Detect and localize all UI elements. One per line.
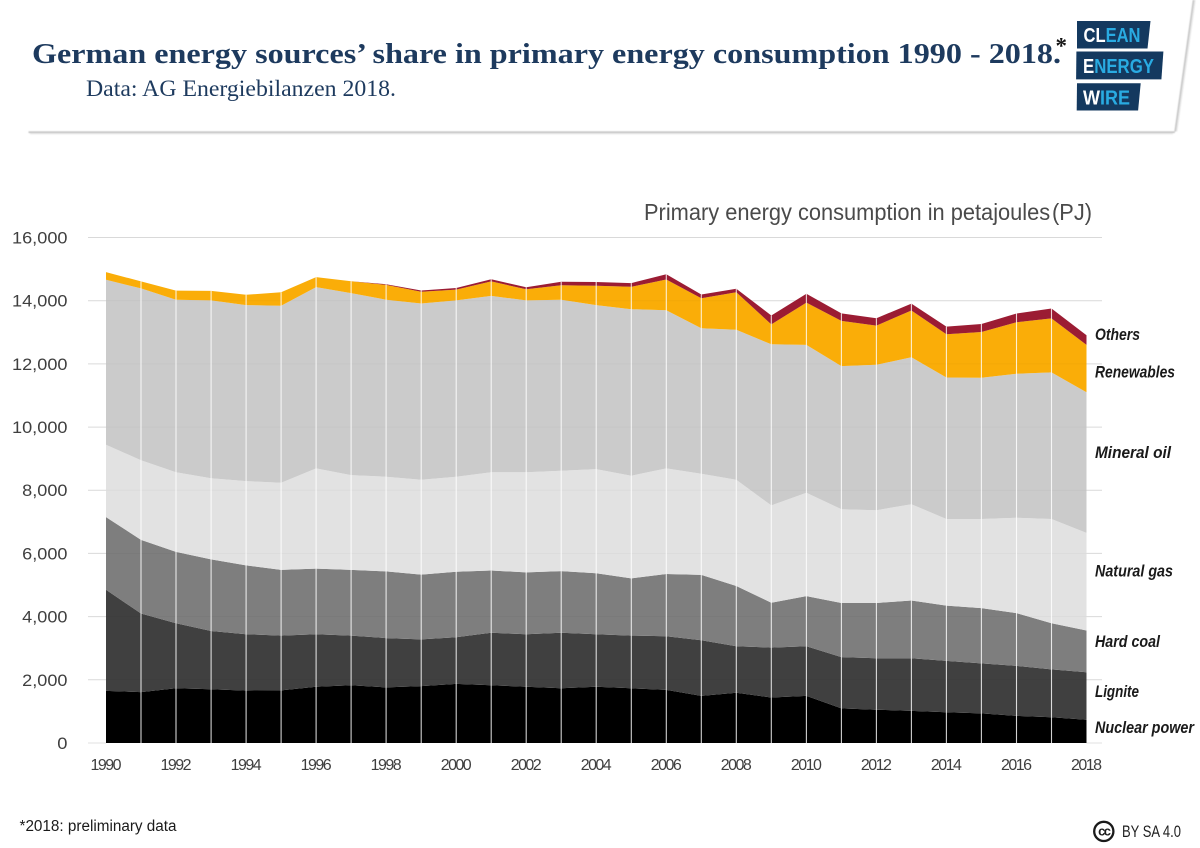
svg-text:Nuclear power: Nuclear power <box>1095 719 1195 737</box>
svg-text:Renewables: Renewables <box>1095 364 1175 382</box>
svg-text:1998: 1998 <box>371 757 402 774</box>
svg-text:2016: 2016 <box>1001 757 1032 774</box>
svg-text:2004: 2004 <box>581 757 612 774</box>
svg-text:WIRE: WIRE <box>1083 88 1130 110</box>
svg-text:2014: 2014 <box>931 757 962 774</box>
svg-text:1990: 1990 <box>91 757 122 774</box>
svg-text:Hard coal: Hard coal <box>1095 633 1160 651</box>
svg-text:10,000: 10,000 <box>12 418 68 437</box>
svg-text:*: * <box>1056 34 1068 59</box>
svg-text:Natural gas: Natural gas <box>1095 563 1173 581</box>
svg-text:BY SA 4.0: BY SA 4.0 <box>1122 823 1181 841</box>
svg-text:Data: AG Energiebilanzen 2018.: Data: AG Energiebilanzen 2018. <box>86 76 396 101</box>
svg-text:12,000: 12,000 <box>12 355 68 374</box>
svg-text:2002: 2002 <box>511 757 542 774</box>
svg-text:Others: Others <box>1095 326 1140 344</box>
svg-text:1994: 1994 <box>231 757 262 774</box>
svg-text:2010: 2010 <box>791 757 822 774</box>
svg-text:Primary energy consumption in: Primary energy consumption in petajoules… <box>644 199 1092 225</box>
svg-text:16,000: 16,000 <box>12 229 68 248</box>
svg-text:2008: 2008 <box>721 757 752 774</box>
svg-text:2,000: 2,000 <box>22 671 67 690</box>
svg-text:CLEAN: CLEAN <box>1084 25 1141 47</box>
svg-text:8,000: 8,000 <box>22 481 67 500</box>
svg-text:cc: cc <box>1098 824 1111 839</box>
svg-text:0: 0 <box>57 734 67 753</box>
svg-text:1996: 1996 <box>301 757 332 774</box>
svg-text:Lignite: Lignite <box>1095 683 1139 701</box>
svg-text:2000: 2000 <box>441 757 472 774</box>
svg-text:ENERGY: ENERGY <box>1083 56 1155 78</box>
svg-text:6,000: 6,000 <box>22 544 67 563</box>
svg-text:German energy sources’ share i: German energy sources’ share in primary … <box>32 39 1061 70</box>
svg-text:2006: 2006 <box>651 757 682 774</box>
svg-text:4,000: 4,000 <box>22 608 67 627</box>
svg-text:14,000: 14,000 <box>12 292 68 311</box>
svg-text:2012: 2012 <box>861 757 892 774</box>
svg-text:1992: 1992 <box>161 757 192 774</box>
svg-text:2018: 2018 <box>1071 757 1102 774</box>
svg-text:*2018: preliminary data: *2018: preliminary data <box>20 818 177 835</box>
svg-text:Mineral oil: Mineral oil <box>1095 444 1171 462</box>
